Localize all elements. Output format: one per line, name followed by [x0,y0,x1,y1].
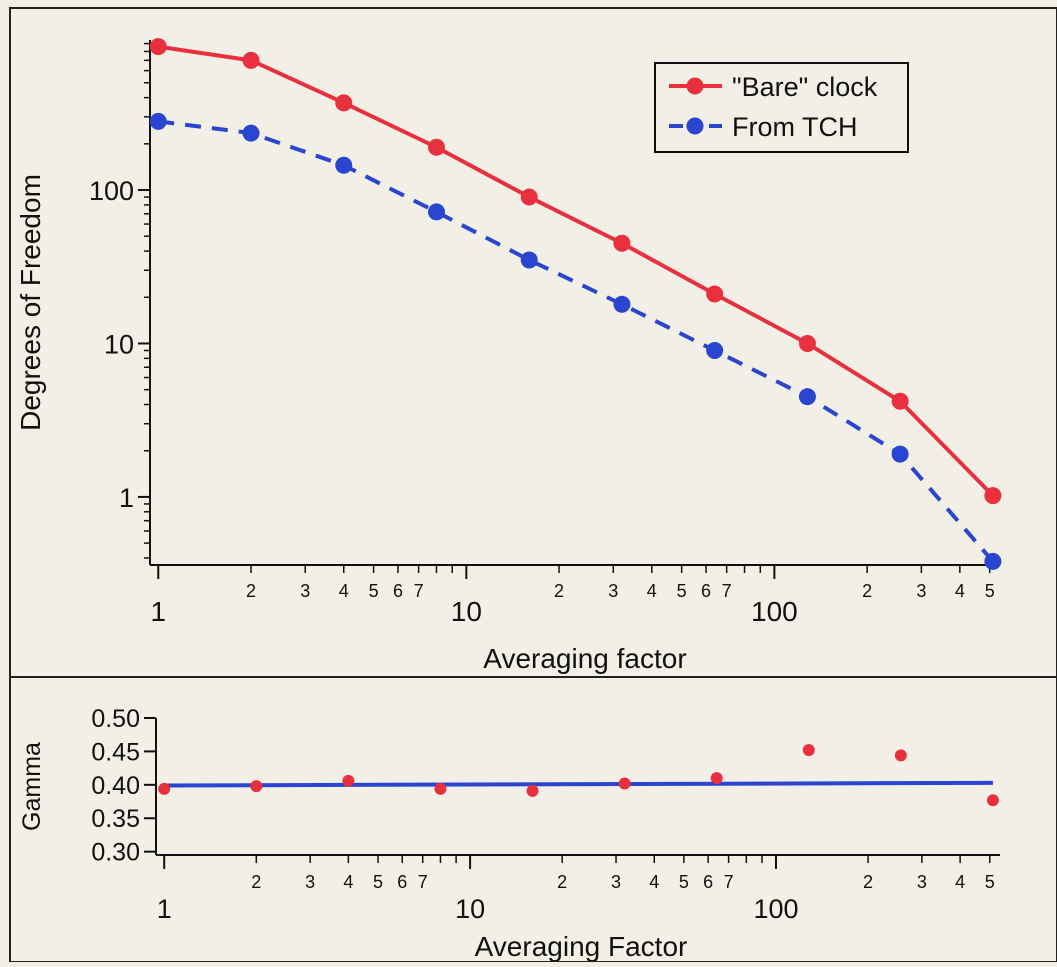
x-minor-tick-label: 4 [955,581,965,601]
from-tch-data-point [613,295,631,313]
x-minor-tick-label: 7 [722,581,732,601]
x-minor-tick-label: 6 [393,581,403,601]
x-minor-tick-label: 5 [369,581,379,601]
gamma-data-point [710,772,723,785]
gamma-x-minor-tick-label: 3 [305,872,315,892]
legend: "Bare" clock From TCH [654,62,909,153]
gamma-fit-line [164,780,993,788]
from-tch-data-point [242,124,260,142]
x-minor-tick-label: 3 [608,581,618,601]
x-minor-tick-label: 4 [339,581,349,601]
gamma-y-tick-label: 0.35 [91,805,140,833]
from-tch-series-line [158,119,995,563]
gamma-y-tick-label: 0.45 [91,738,140,766]
from-tch-data-point [149,112,167,130]
x-minor-tick-label: 6 [701,581,711,601]
x-minor-tick-label: 2 [246,581,256,601]
gamma-data-point [802,744,815,757]
from-tch-data-point [427,203,445,221]
bare-clock-data-point [891,392,909,410]
bare-clock-data-point [427,138,445,156]
gamma-data-point [158,782,171,795]
gamma-x-minor-tick-label: 2 [557,872,567,892]
x-major-tick-label: 1 [150,596,166,627]
gamma-y-tick-label: 0.50 [91,705,140,733]
x-minor-tick-label: 2 [862,581,872,601]
x-major-tick-label: 10 [451,596,482,627]
gamma-data-point [986,794,999,807]
x-minor-tick-label: 3 [916,581,926,601]
gamma-x-major-tick-label: 100 [753,894,798,924]
x-major-tick-label: 100 [751,596,798,627]
gamma-x-major-tick-label: 10 [455,894,485,924]
bare-clock-data-point [242,51,260,69]
gamma-x-minor-tick-label: 4 [649,872,659,892]
x-minor-tick-label: 3 [300,581,310,601]
bare-clock-data-point [335,94,353,112]
gamma-data-point [250,780,263,793]
gamma-x-minor-tick-label: 2 [863,872,873,892]
gamma-x-minor-tick-label: 5 [373,872,383,892]
legend-swatch-marker [686,117,704,135]
x-minor-tick-label: 4 [647,581,657,601]
gamma-x-major-tick-label: 1 [157,894,172,924]
x-minor-tick-label: 5 [677,581,687,601]
gamma-x-minor-tick-label: 4 [343,872,353,892]
y-tick-label: 1 [119,483,134,513]
gamma-x-minor-tick-label: 4 [955,872,965,892]
gamma-x-minor-tick-label: 3 [917,872,927,892]
gamma-x-axis-title: Averaging Factor [475,931,688,962]
from-tch-data-point [520,251,538,269]
gamma-x-minor-tick-label: 5 [679,872,689,892]
gamma-x-minor-tick-label: 7 [724,872,734,892]
gamma-y-axis-title: Gamma [18,742,46,831]
bare-clock-data-point [149,38,167,56]
bare-clock-data-point [706,285,724,303]
gamma-y-tick-label: 0.40 [91,772,140,800]
gamma-x-minor-tick-label: 7 [418,872,428,892]
legend-swatch-marker [686,77,704,95]
y-tick-label: 100 [89,176,134,206]
from-tch-data-point [984,552,1002,570]
legend-label: "Bare" clock [732,72,878,102]
gamma-x-minor-tick-label: 5 [985,872,995,892]
gamma-data-point [526,784,539,797]
from-tch-data-point [706,341,724,359]
gamma-data-point [618,777,631,790]
from-tch-data-point [891,445,909,463]
gamma-data-point [894,749,907,762]
x-minor-tick-label: 5 [985,581,995,601]
gamma-data-point [434,782,447,795]
bare-clock-series-line [157,44,995,497]
bare-clock-data-point [798,334,816,352]
gamma-x-minor-tick-label: 2 [251,872,261,892]
bare-clock-data-point [520,188,538,206]
from-tch-data-point [335,156,353,174]
x-axis-title: Averaging factor [483,643,686,674]
bare-clock-data-point [613,234,631,252]
bare-clock-data-point [984,487,1002,505]
gamma-x-minor-tick-label: 6 [397,872,407,892]
from-tch-data-point [798,388,816,406]
gamma-x-minor-tick-label: 6 [703,872,713,892]
x-minor-tick-label: 7 [414,581,424,601]
y-axis-title: Degrees of Freedom [15,174,46,431]
gamma-data-point [342,774,355,787]
x-minor-tick-label: 2 [554,581,564,601]
gamma-x-minor-tick-label: 3 [611,872,621,892]
gamma-y-tick-label: 0.30 [91,839,140,867]
y-tick-label: 10 [104,329,134,359]
legend-label: From TCH [732,112,858,142]
